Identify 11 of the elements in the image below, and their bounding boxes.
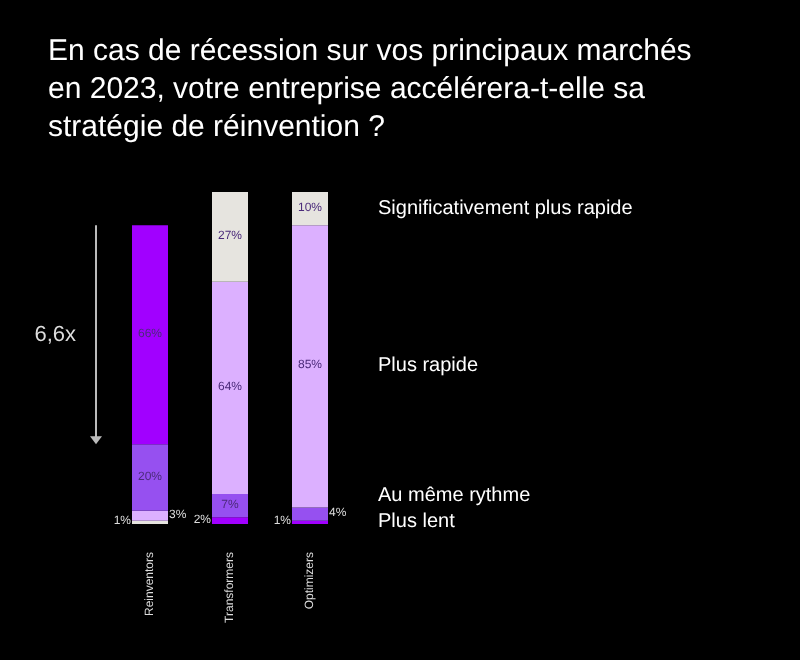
bar	[212, 281, 248, 495]
bar	[292, 225, 328, 508]
chart-title: En cas de récession sur vos principaux marchés en 2023, votre entreprise accélérera-t-elle sa stratégie de réinvention ?	[48, 32, 694, 146]
text: 6,6x	[34, 322, 77, 347]
bar	[212, 192, 248, 282]
text: Au même rythme	[378, 485, 532, 508]
bar	[212, 517, 248, 524]
text: Significativement plus rapide	[378, 197, 634, 220]
text: Plus rapide	[378, 355, 479, 378]
bar	[292, 507, 328, 521]
text: Plus lent	[378, 511, 456, 534]
